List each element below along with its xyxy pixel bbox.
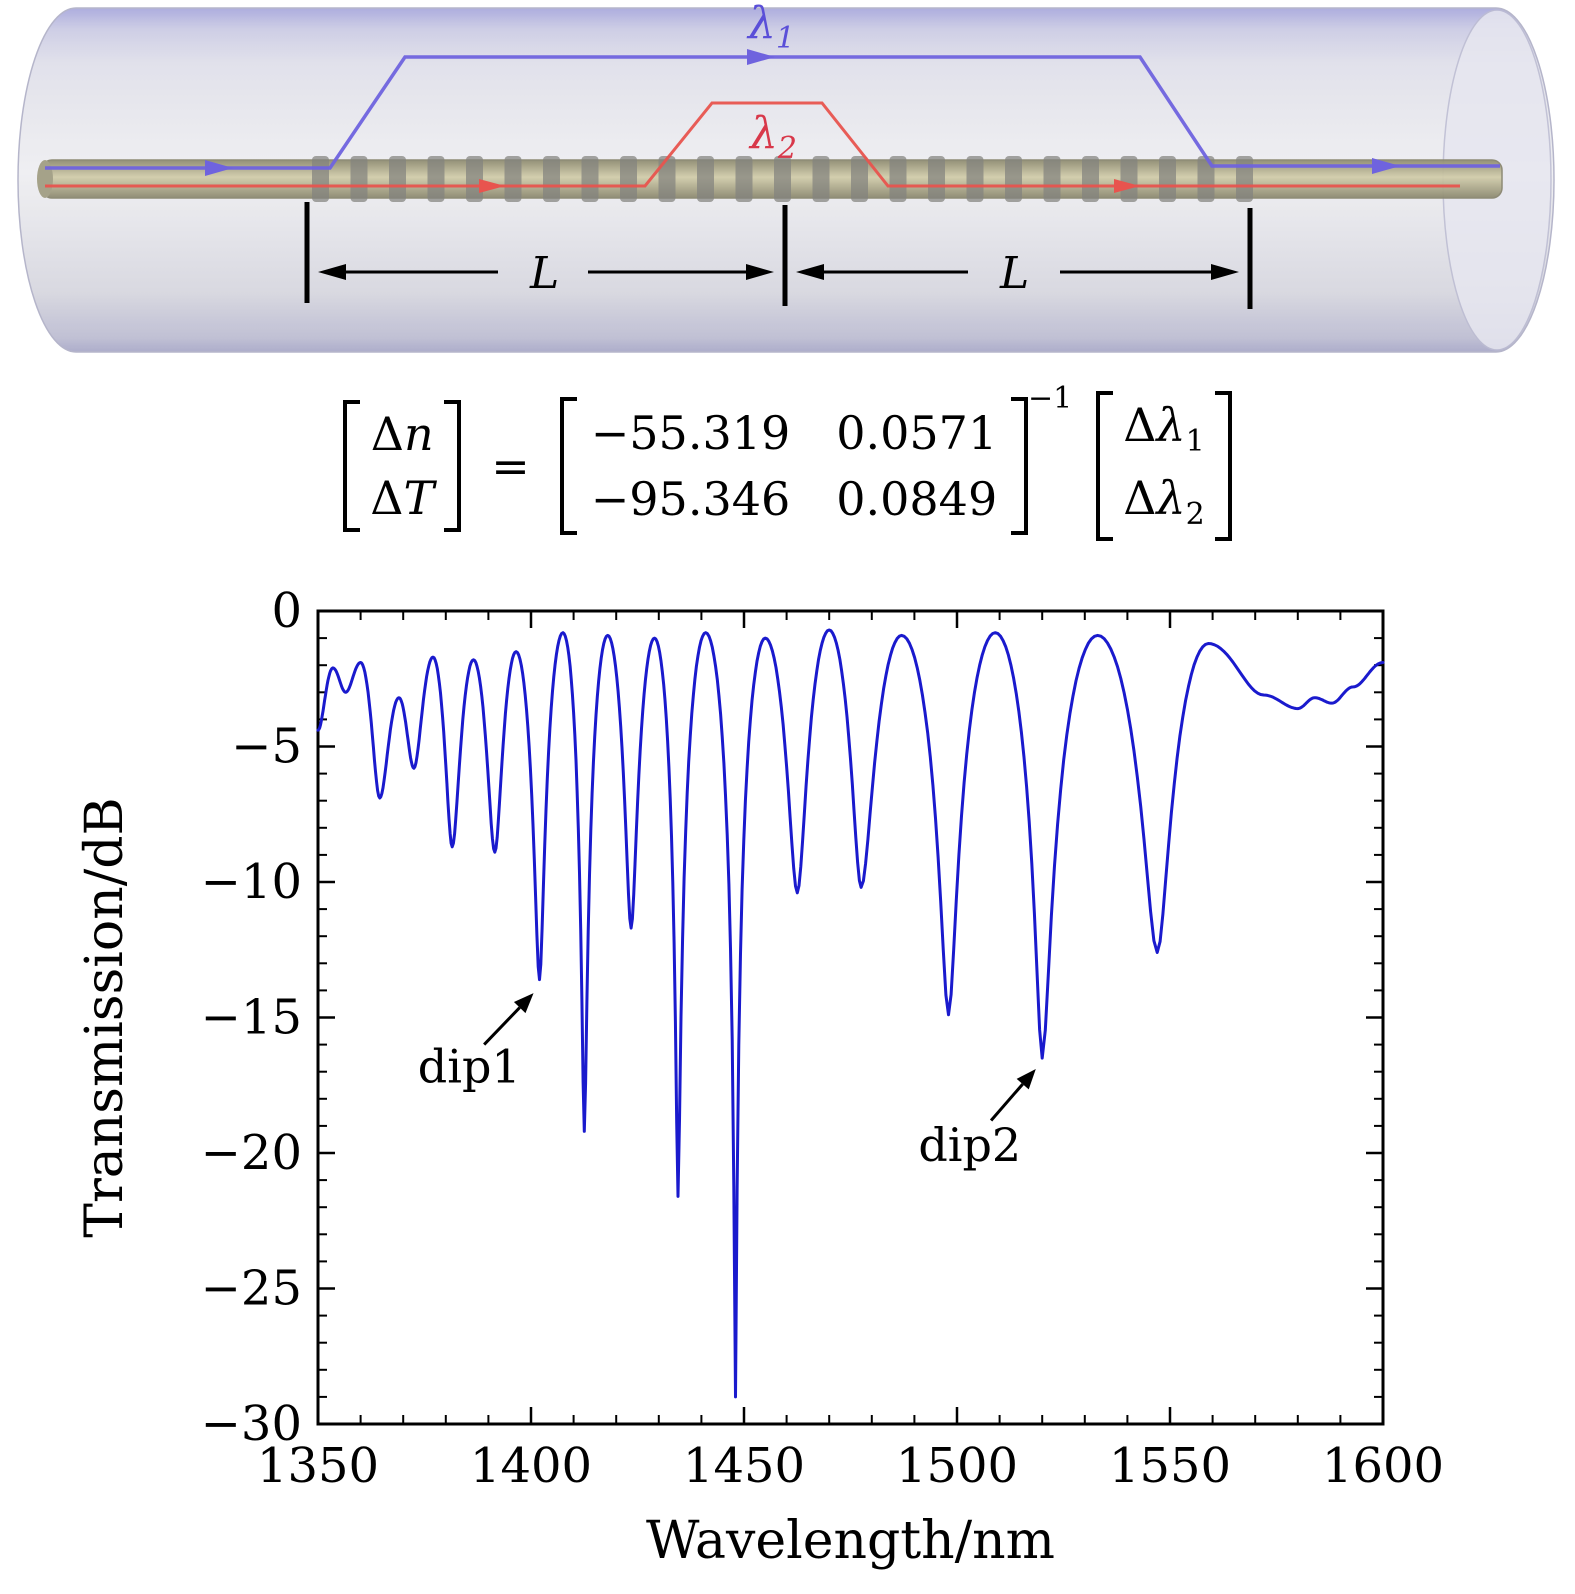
fiber-core-end <box>37 160 53 198</box>
delta-lambda2: Δλ2 <box>1123 471 1205 533</box>
grating-band <box>466 156 483 202</box>
transmission-chart: 1350 1400 1450 1500 1550 1600 0 −5 −10 −15 −20 −25 −… <box>75 583 1444 1571</box>
matrix-inverse-exponent: −1 <box>1027 380 1073 416</box>
coefficient-matrix: −55.319 0.0571 −95.346 0.0849 −1 <box>559 381 1072 536</box>
grating-band <box>697 156 714 202</box>
dip2-label: dip2 <box>918 1118 1021 1172</box>
lambda2-label: λ2 <box>748 108 797 166</box>
grating-band <box>851 156 868 202</box>
y-tick-label: 0 <box>271 583 302 639</box>
grating-band <box>1159 156 1176 202</box>
lambda1-label: λ1 <box>746 0 795 56</box>
grating-band <box>735 156 753 202</box>
length-label-second: L <box>999 248 1029 299</box>
dip1-label: dip1 <box>418 1040 521 1094</box>
grating-band <box>504 156 522 202</box>
grating-band <box>620 156 637 202</box>
annotation-arrowhead-icon <box>513 993 534 1014</box>
grating-band <box>1005 156 1022 202</box>
annotation-arrowhead-icon <box>1016 1068 1036 1090</box>
annotation-arrow <box>483 1006 521 1046</box>
grating-band <box>658 156 676 202</box>
lambda1-arrow-out <box>1372 158 1400 174</box>
fiber-diagram: λ1 λ2 L L <box>17 0 1555 353</box>
y-axis-title: Transmission/dB <box>75 797 135 1237</box>
rhs-vector: Δλ1 Δλ2 <box>1096 391 1232 541</box>
annotation-arrow <box>989 1083 1024 1122</box>
matrix-equation: Δn ΔT = −55.319 0.0571 −95.346 0.0849 −1 <box>343 381 1232 541</box>
x-tick-label: 1400 <box>470 1438 592 1494</box>
lhs-vector: Δn ΔT <box>343 399 462 533</box>
y-tick-label: −20 <box>201 1125 302 1181</box>
grating-band <box>812 156 830 202</box>
grating-band <box>774 156 791 202</box>
matrix-cell-r1c1: −55.319 <box>590 405 791 460</box>
right-bracket-icon <box>1214 391 1232 541</box>
spectrum-curve <box>316 628 1385 1399</box>
matrix-cell-r1c2: 0.0571 <box>836 405 998 460</box>
lambda1-arrow-top <box>747 49 775 65</box>
delta-lambda1: Δλ1 <box>1123 398 1205 460</box>
length-label-first: L <box>529 248 559 299</box>
grating-band <box>889 156 907 202</box>
matrix-cell-r2c1: −95.346 <box>590 472 791 526</box>
x-axis-title: Wavelength/nm <box>646 1511 1055 1571</box>
length-dimension-second: L <box>796 248 1239 299</box>
x-tick-label: 1550 <box>1109 1438 1231 1494</box>
y-tick-label: −25 <box>201 1261 302 1317</box>
x-tick-label: 1450 <box>683 1438 805 1494</box>
y-tick-label: −15 <box>201 990 302 1046</box>
grating-band <box>427 156 445 202</box>
left-bracket-icon <box>1096 391 1114 541</box>
grating-band <box>350 156 368 202</box>
grating-band <box>1197 156 1215 202</box>
grating-band <box>581 156 599 202</box>
grating-bands <box>312 156 1253 202</box>
grating-band <box>543 156 560 202</box>
grating-band <box>966 156 984 202</box>
grating-band <box>389 156 406 202</box>
delta-n: Δn <box>370 406 434 461</box>
lambda2-arrow-mid <box>479 179 505 193</box>
equation-section: Δn ΔT = −55.319 0.0571 −95.346 0.0849 −1 <box>0 364 1575 568</box>
equals-sign: = <box>491 439 530 493</box>
length-dimension-first: L <box>318 248 774 299</box>
grating-band <box>1120 156 1138 202</box>
grating-band <box>928 156 945 202</box>
x-tick-label: 1350 <box>257 1438 379 1494</box>
lambda2-arrow-out <box>1114 179 1140 193</box>
grating-band <box>1236 156 1253 202</box>
left-bracket-icon <box>343 399 361 533</box>
grating-band <box>1082 156 1099 202</box>
y-tick-label: −10 <box>201 854 302 910</box>
grating-band <box>312 156 329 202</box>
delta-T: ΔT <box>370 471 435 525</box>
x-tick-label: 1600 <box>1322 1438 1444 1494</box>
lambda2-path <box>45 101 1460 188</box>
lambda1-arrow-in <box>205 160 233 176</box>
grating-band <box>1043 156 1061 202</box>
plot-frame <box>316 609 1385 1426</box>
x-tick-label: 1500 <box>896 1438 1018 1494</box>
matrix-cell-r2c2: 0.0849 <box>836 472 998 526</box>
left-bracket-icon <box>559 396 577 536</box>
right-bracket-icon <box>1011 396 1029 536</box>
y-tick-label: −5 <box>231 719 302 775</box>
y-tick-label: −30 <box>201 1396 302 1452</box>
right-bracket-icon <box>444 399 462 533</box>
